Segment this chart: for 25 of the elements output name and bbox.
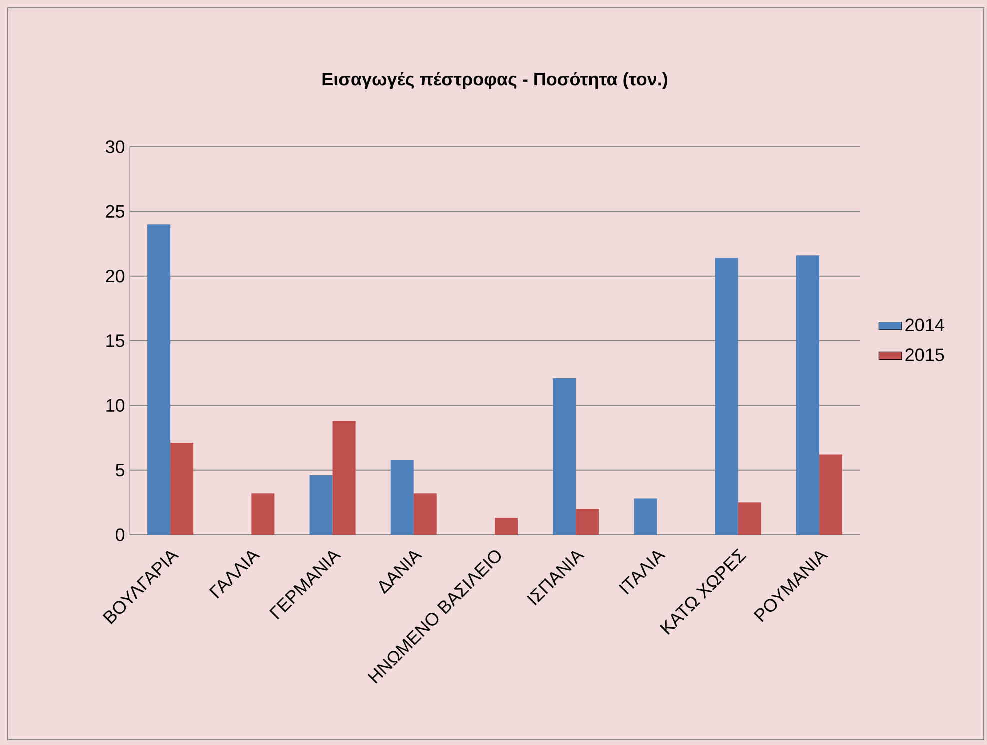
- bar: [715, 258, 738, 535]
- y-tick-label: 15: [106, 334, 125, 348]
- bar: [414, 494, 437, 535]
- y-tick-label: 20: [106, 270, 125, 283]
- bar: [390, 460, 414, 535]
- chart-title: Εισαγωγές πέστροφας - Ποσότητα (τον.): [322, 72, 668, 90]
- bar: [634, 498, 658, 535]
- bar: [148, 224, 171, 535]
- bar: [738, 502, 762, 535]
- y-tick-label: 30: [106, 140, 125, 154]
- bar: [332, 421, 356, 535]
- bar: [170, 443, 194, 535]
- bar: [310, 476, 333, 535]
- legend-label: 2014: [906, 318, 944, 332]
- y-tick-label: 5: [116, 464, 125, 477]
- bar: [553, 378, 576, 535]
- legend-label: 2015: [906, 348, 944, 362]
- bar: [796, 256, 820, 535]
- bar: [819, 454, 842, 535]
- y-tick-label: 0: [116, 528, 125, 542]
- bar: [252, 494, 275, 535]
- bar: [495, 518, 518, 535]
- y-tick-label: 25: [106, 205, 125, 218]
- bar: [576, 509, 600, 535]
- y-tick-label: 10: [106, 399, 125, 412]
